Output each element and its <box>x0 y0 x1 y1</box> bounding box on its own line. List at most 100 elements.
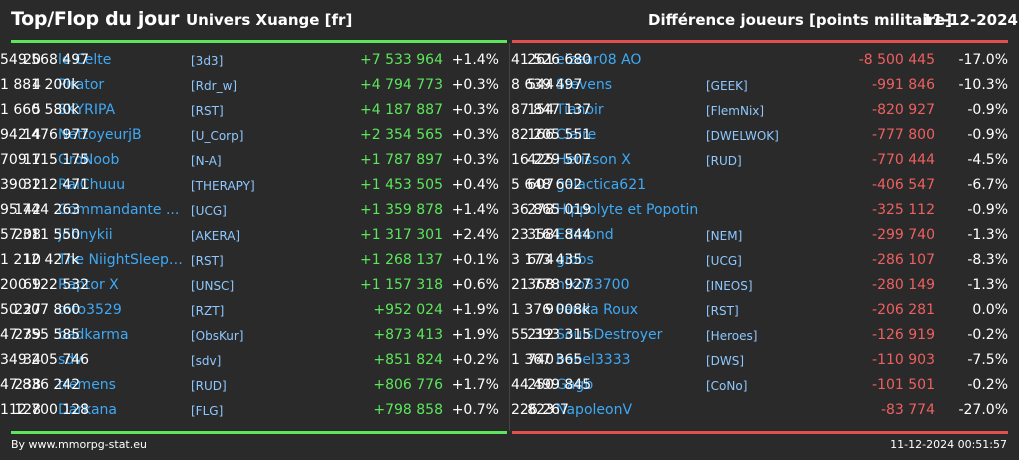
player-name-link[interactable]: Edmond <box>556 227 614 243</box>
flop-accent-bar <box>512 40 1008 43</box>
alliance-tag[interactable]: [ObsKur] <box>191 329 244 343</box>
top-row: 208 Johnykii [AKERA] 57 311 550 +1 317 301 +2… <box>0 223 508 248</box>
alliance-tag[interactable]: [RUD] <box>191 379 227 393</box>
percent-change: -1.3% <box>967 227 1008 243</box>
column-divider <box>509 43 510 431</box>
player-rank: 823 <box>527 402 554 418</box>
player-name-link[interactable]: Stevens <box>556 77 613 93</box>
player-points: 3 173 435 <box>511 252 583 268</box>
top-gainers-list: 20 le Celte [3d3] 549 568 497 +7 533 964 +1.4… <box>0 48 508 423</box>
top-row: 34 sdv [sdv] 349 205 746 +851 824 +0.2% <box>0 348 508 373</box>
points-difference: -110 903 <box>872 352 935 368</box>
points-difference: +2 354 565 <box>360 127 443 143</box>
alliance-tag[interactable]: [DWS] <box>706 354 745 368</box>
flop-row: 368 niko83700 [INEOS] 21 778 927 -280 149 -1.… <box>511 273 1019 298</box>
alliance-tag[interactable]: [3d3] <box>191 54 224 68</box>
alliance-tag[interactable]: [NEM] <box>706 229 743 243</box>
player-points: 44 499 845 <box>511 377 592 393</box>
player-points: 1 212 427k <box>0 252 80 268</box>
percent-change: +1.4% <box>451 202 499 218</box>
player-points: 23 164 844 <box>511 227 592 243</box>
top-losers-list: 261 elzear08 AO 41 526 680 -8 500 445 -17.0%… <box>511 48 1019 423</box>
flop-row: 278 Hippolyte et Popotin 36 865 019 -325 11… <box>511 198 1019 223</box>
player-points: 942 476 977 <box>0 127 90 143</box>
player-name-link[interactable]: bebel3333 <box>556 352 631 368</box>
player-name-link[interactable]: NapoleonV <box>556 402 633 418</box>
alliance-tag[interactable]: [CoNo] <box>706 379 748 393</box>
player-rank: 32 <box>23 177 41 193</box>
alliance-tag[interactable]: [RST] <box>706 304 739 318</box>
points-difference: +7 533 964 <box>360 52 443 68</box>
player-rank: 740 <box>527 352 554 368</box>
flop-row: 425 Herisson X [RUD] 16 229 507 -770 444 -4.5… <box>511 148 1019 173</box>
player-points: 549 568 497 <box>0 52 90 68</box>
flop-row: 154 Tianoir [FlemNix] 87 847 137 -820 927 -0.… <box>511 98 1019 123</box>
player-rank: 425 <box>527 152 554 168</box>
points-difference: -777 800 <box>872 127 935 143</box>
player-points: 200 122 532 <box>0 277 90 293</box>
alliance-tag[interactable]: [UNSC] <box>191 279 235 293</box>
player-rank: 154 <box>527 102 554 118</box>
percent-change: -0.9% <box>967 127 1008 143</box>
player-rank: 358 <box>527 227 554 243</box>
player-points: 55 393 315 <box>511 327 592 343</box>
player-points: 226 267 <box>511 402 569 418</box>
player-name-link[interactable]: Gagb <box>556 377 594 393</box>
alliance-tag[interactable]: [Heroes] <box>706 329 758 343</box>
player-name-link[interactable]: Tianoir <box>556 102 604 118</box>
top-row: 10 The NiightSleepe... [RST] 1 212 427k +1 2… <box>0 248 508 273</box>
alliance-tag[interactable]: [UCG] <box>191 204 227 218</box>
top-row: 128 Darkana [FLG] 112 700 128 +798 858 +0.7% <box>0 398 508 423</box>
player-name-link[interactable]: elzear08 AO <box>556 52 642 68</box>
player-rank: 17 <box>23 152 41 168</box>
alliance-tag[interactable]: [THERAPY] <box>191 179 255 193</box>
player-points: 87 847 137 <box>511 102 592 118</box>
percent-change: +0.2% <box>451 352 499 368</box>
alliance-tag[interactable]: [INEOS] <box>706 279 753 293</box>
player-name-link[interactable]: Claire <box>556 127 597 143</box>
alliance-tag[interactable]: [RST] <box>191 254 224 268</box>
percent-change: -17.0% <box>958 52 1008 68</box>
percent-change: +1.4% <box>451 52 499 68</box>
metric-label: Différence joueurs [points militaire] <box>648 11 952 29</box>
points-difference: -325 112 <box>872 202 935 218</box>
percent-change: -0.2% <box>967 327 1008 343</box>
points-difference: +798 858 <box>373 402 443 418</box>
player-name-link[interactable]: Panda Roux <box>556 302 639 318</box>
percent-change: +0.3% <box>451 152 499 168</box>
alliance-tag[interactable]: [RUD] <box>706 154 742 168</box>
alliance-tag[interactable]: [U_Corp] <box>191 129 244 143</box>
points-difference: -770 444 <box>872 152 935 168</box>
points-difference: -286 107 <box>872 252 935 268</box>
alliance-tag[interactable]: [RZT] <box>191 304 225 318</box>
player-points: 1 660 580k <box>0 102 80 118</box>
player-name-link[interactable]: niko83700 <box>556 277 630 293</box>
player-name-link[interactable]: gibbs <box>556 252 594 268</box>
player-points: 50 307 860 <box>0 302 81 318</box>
player-points: 16 229 507 <box>511 152 592 168</box>
player-points: 349 205 746 <box>0 352 90 368</box>
player-name-link[interactable]: Hippolyte et Popotin <box>556 202 699 218</box>
alliance-tag[interactable]: [Rdr_w] <box>191 79 238 93</box>
alliance-tag[interactable]: [GEEK] <box>706 79 748 93</box>
alliance-tag[interactable]: [FlemNix] <box>706 104 765 118</box>
alliance-tag[interactable]: [N-A] <box>191 154 222 168</box>
alliance-tag[interactable]: [AKERA] <box>191 229 241 243</box>
player-name-link[interactable]: SoulsDestroyer <box>556 327 663 343</box>
alliance-tag[interactable]: [sdv] <box>191 354 222 368</box>
top-row: 238 tremens [RUD] 47 836 242 +806 776 +1.7% <box>0 373 508 398</box>
alliance-tag[interactable]: [FLG] <box>191 404 224 418</box>
player-name-link[interactable]: galactica621 <box>556 177 647 193</box>
player-points: 57 311 550 <box>0 227 81 243</box>
alliance-tag[interactable]: [RST] <box>191 104 224 118</box>
percent-change: +0.6% <box>451 277 499 293</box>
alliance-tag[interactable]: [UCG] <box>706 254 742 268</box>
player-name-link[interactable]: Herisson X <box>556 152 631 168</box>
alliance-tag[interactable]: [DWELWOK] <box>706 129 779 143</box>
percent-change: -6.7% <box>967 177 1008 193</box>
top-row: 20 le Celte [3d3] 549 568 497 +7 533 964 +1.4… <box>0 48 508 73</box>
server-name: Univers Xuange [fr] <box>186 11 353 29</box>
player-points: 41 526 680 <box>511 52 592 68</box>
player-points: 95 744 263 <box>0 202 81 218</box>
